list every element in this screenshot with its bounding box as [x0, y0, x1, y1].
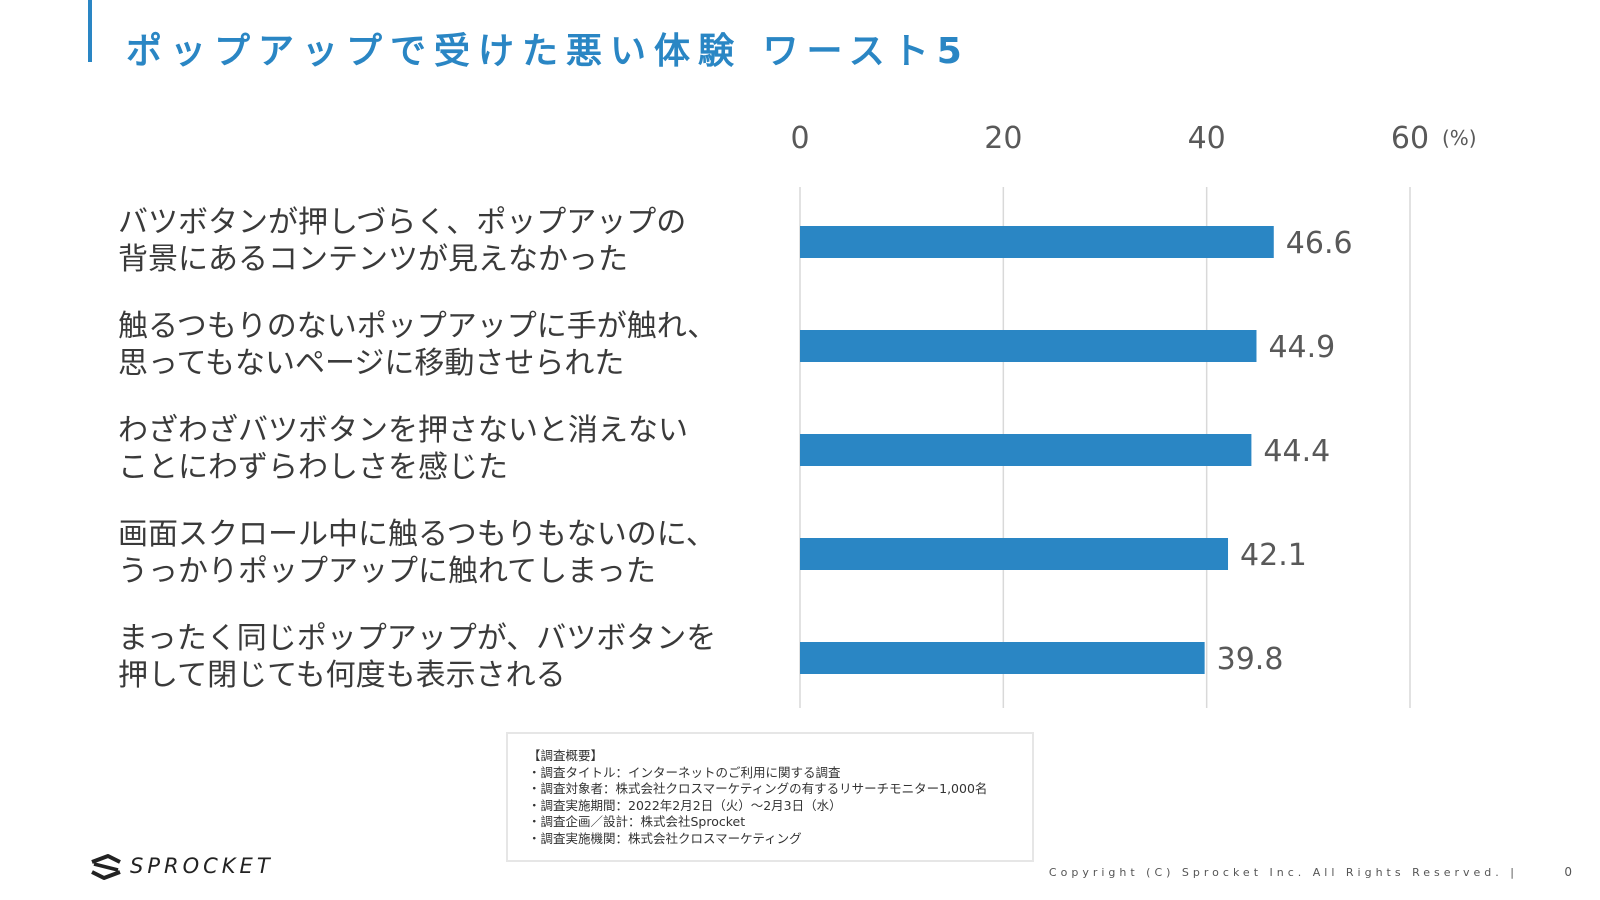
category-label: バツボタンが押しづらく、ポップアップの 背景にあるコンテンツが見えなかった [118, 204, 758, 278]
survey-design-line: ・調査企画／設計：株式会社Sprocket [528, 814, 1032, 831]
category-label: まったく同じポップアップが、バツボタンを 押して閉じても何度も表示される [118, 620, 758, 694]
page-number: 0 [1564, 865, 1572, 879]
category-label: 触るつもりのないポップアップに手が触れ、 思ってもないページに移動させられた [118, 308, 758, 382]
bar [800, 226, 1274, 258]
x-tick-label: 60 [1391, 121, 1429, 156]
sprocket-logo-icon [88, 852, 124, 882]
sprocket-logo-text: SPROCKET [130, 854, 274, 878]
bar [800, 538, 1228, 570]
survey-heading: 【調査概要】 [528, 748, 1032, 765]
category-label: わざわざバツボタンを押さないと消えない ことにわずらわしさを感じた [118, 412, 758, 486]
survey-agency-line: ・調査実施機関：株式会社クロスマーケティング [528, 831, 1032, 848]
value-label: 42.1 [1240, 538, 1307, 573]
bar [800, 434, 1251, 466]
value-label: 44.9 [1268, 330, 1335, 365]
bar [800, 330, 1256, 362]
x-tick-label: 20 [984, 121, 1022, 156]
x-tick-label: 40 [1188, 121, 1226, 156]
category-label: 画面スクロール中に触るつもりもないのに、 うっかりポップアップに触れてしまった [118, 516, 758, 590]
copyright-text: Copyright (C) Sprocket Inc. All Rights R… [1049, 866, 1518, 879]
bar [800, 642, 1205, 674]
value-label: 46.6 [1286, 226, 1353, 261]
x-tick-label: 0 [790, 121, 809, 156]
value-label: 39.8 [1217, 642, 1284, 677]
survey-title-line: ・調査タイトル：インターネットのご利用に関する調査 [528, 765, 1032, 782]
survey-summary-box: 【調査概要】 ・調査タイトル：インターネットのご利用に関する調査 ・調査対象者：… [506, 732, 1034, 862]
survey-period-line: ・調査実施期間：2022年2月2日（火）～2月3日（水） [528, 798, 1032, 815]
survey-target-line: ・調査対象者：株式会社クロスマーケティングの有するリサーチモニター1,000名 [528, 781, 1032, 798]
unit-label: (%) [1442, 126, 1477, 150]
value-label: 44.4 [1263, 434, 1330, 469]
